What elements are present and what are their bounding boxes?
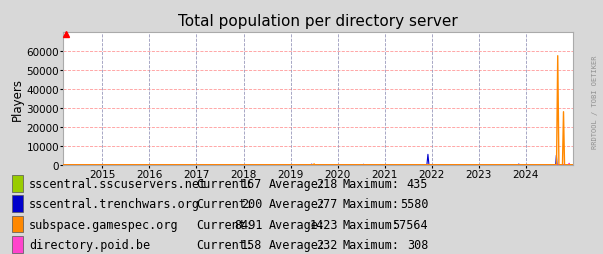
Text: directory.poid.be: directory.poid.be (29, 238, 150, 251)
Text: Current:: Current: (196, 198, 253, 210)
Text: 200: 200 (241, 198, 262, 210)
Text: Maximum:: Maximum: (343, 198, 400, 210)
Text: 167: 167 (241, 177, 262, 190)
Text: Maximum:: Maximum: (343, 177, 400, 190)
Text: 218: 218 (317, 177, 338, 190)
Text: 435: 435 (407, 177, 428, 190)
Text: subspace.gamespec.org: subspace.gamespec.org (29, 218, 178, 231)
Text: 1423: 1423 (309, 218, 338, 231)
Text: RRDTOOL / TOBI OETIKER: RRDTOOL / TOBI OETIKER (592, 55, 598, 148)
Text: 57564: 57564 (393, 218, 428, 231)
Text: sscentral.trenchwars.org: sscentral.trenchwars.org (29, 198, 200, 210)
Y-axis label: Players: Players (11, 78, 24, 120)
Text: 8491: 8491 (234, 218, 262, 231)
Title: Total population per directory server: Total population per directory server (178, 14, 458, 29)
Text: 232: 232 (317, 238, 338, 251)
Text: Average:: Average: (268, 238, 326, 251)
Text: Average:: Average: (268, 177, 326, 190)
Text: Average:: Average: (268, 218, 326, 231)
Text: 277: 277 (317, 198, 338, 210)
Text: Maximum:: Maximum: (343, 238, 400, 251)
Text: Current:: Current: (196, 238, 253, 251)
Text: 158: 158 (241, 238, 262, 251)
Text: Average:: Average: (268, 198, 326, 210)
Text: Current:: Current: (196, 177, 253, 190)
Text: Current:: Current: (196, 218, 253, 231)
Text: 5580: 5580 (400, 198, 428, 210)
Text: 308: 308 (407, 238, 428, 251)
Text: sscentral.sscuservers.net: sscentral.sscuservers.net (29, 177, 207, 190)
Text: Maximum:: Maximum: (343, 218, 400, 231)
